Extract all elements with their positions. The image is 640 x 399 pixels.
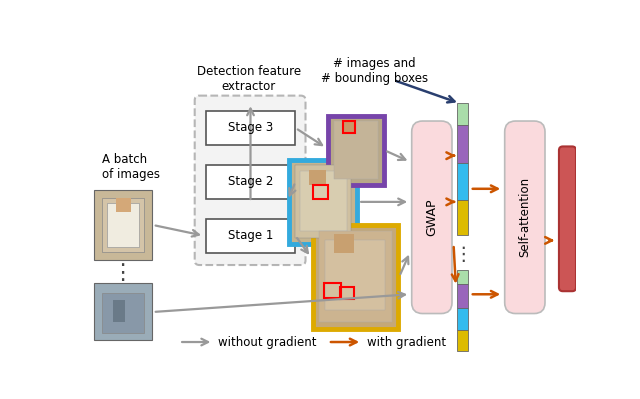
Bar bbox=[206, 111, 296, 145]
Bar bbox=[334, 234, 355, 253]
Bar bbox=[458, 125, 468, 163]
Bar bbox=[312, 185, 328, 199]
FancyBboxPatch shape bbox=[412, 121, 452, 314]
Text: GWAP: GWAP bbox=[426, 199, 438, 236]
Bar bbox=[458, 103, 468, 125]
Bar bbox=[102, 198, 145, 252]
Bar bbox=[300, 171, 347, 231]
Bar bbox=[458, 284, 468, 308]
Bar bbox=[312, 225, 397, 329]
Text: A batch
of images: A batch of images bbox=[102, 153, 160, 181]
Bar bbox=[116, 198, 131, 212]
Text: Detection feature
extractor: Detection feature extractor bbox=[197, 65, 301, 93]
Bar bbox=[289, 160, 358, 244]
Bar bbox=[458, 308, 468, 330]
Bar bbox=[309, 170, 326, 185]
FancyBboxPatch shape bbox=[505, 121, 545, 314]
Bar bbox=[334, 121, 378, 179]
Text: Self-attention: Self-attention bbox=[518, 177, 531, 257]
Bar bbox=[107, 203, 139, 247]
Bar bbox=[319, 231, 392, 322]
Text: ⋮: ⋮ bbox=[111, 263, 134, 283]
Text: # images and
# bounding boxes: # images and # bounding boxes bbox=[321, 57, 428, 85]
Bar bbox=[325, 240, 385, 310]
Bar bbox=[206, 165, 296, 199]
Bar bbox=[94, 283, 152, 340]
Text: Stage 3: Stage 3 bbox=[228, 121, 273, 134]
Bar bbox=[458, 330, 468, 351]
Bar bbox=[324, 283, 341, 298]
FancyBboxPatch shape bbox=[195, 96, 305, 265]
Bar bbox=[206, 219, 296, 253]
Bar bbox=[340, 286, 353, 299]
Text: with gradient: with gradient bbox=[367, 336, 446, 348]
Text: without gradient: without gradient bbox=[218, 336, 316, 348]
Bar bbox=[113, 300, 125, 322]
Bar bbox=[342, 120, 356, 132]
FancyBboxPatch shape bbox=[559, 146, 576, 291]
Text: ⋮: ⋮ bbox=[453, 245, 472, 264]
Bar bbox=[328, 116, 384, 185]
Text: Stage 1: Stage 1 bbox=[228, 229, 273, 242]
Bar bbox=[94, 190, 152, 260]
Bar bbox=[458, 270, 468, 284]
Bar bbox=[102, 293, 145, 333]
Bar bbox=[343, 121, 355, 133]
Bar bbox=[296, 165, 351, 238]
Bar bbox=[458, 200, 468, 235]
Text: Stage 2: Stage 2 bbox=[228, 175, 273, 188]
Bar bbox=[458, 163, 468, 200]
